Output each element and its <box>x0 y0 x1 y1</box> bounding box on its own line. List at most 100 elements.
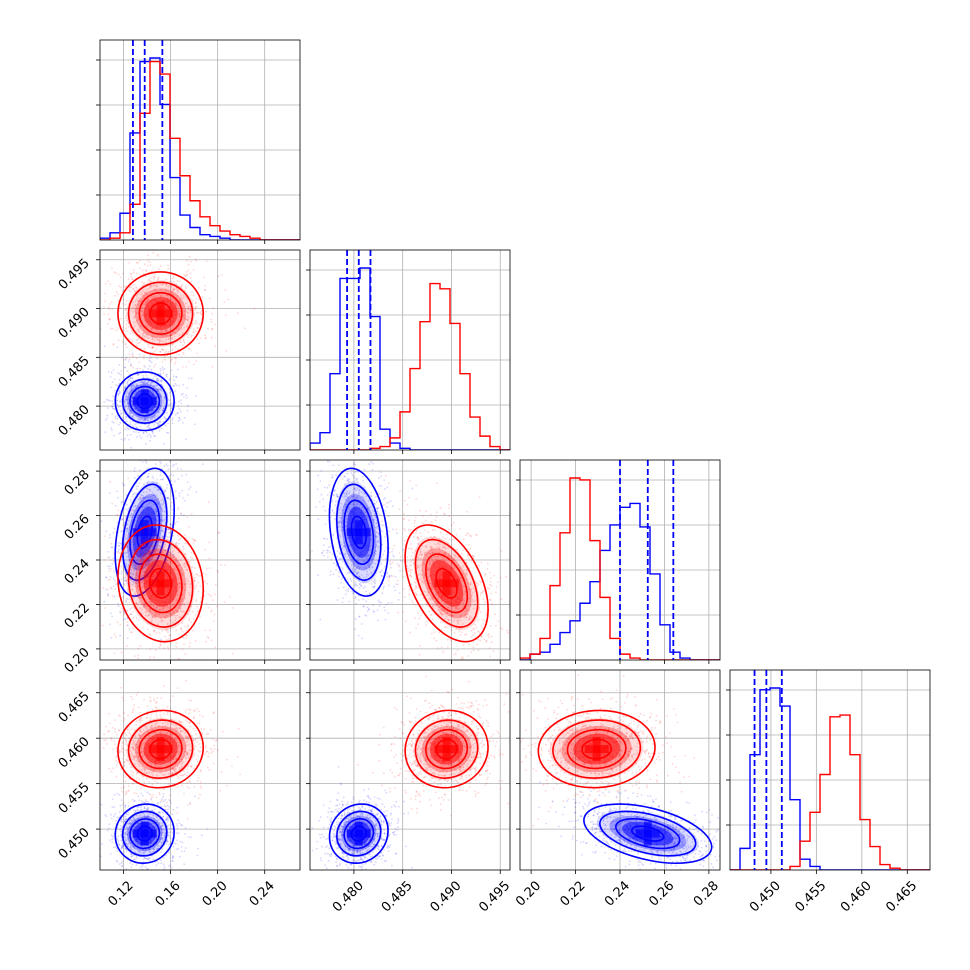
blue-point <box>329 551 332 554</box>
blue-point <box>124 552 127 555</box>
red-density-cell <box>164 309 173 318</box>
blue-point <box>411 487 414 490</box>
red-point <box>420 577 422 580</box>
blue-point <box>151 430 154 433</box>
red-point <box>161 551 164 553</box>
red-point <box>457 619 459 621</box>
red-point <box>213 593 216 596</box>
blue-point <box>160 492 162 495</box>
blue-point <box>117 541 120 544</box>
red-point <box>473 604 476 606</box>
blue-point <box>131 386 134 389</box>
red-point <box>187 307 190 309</box>
blue-point <box>326 494 329 496</box>
red-point <box>165 530 167 533</box>
blue-point <box>394 589 397 592</box>
blue-point <box>112 421 115 424</box>
blue-point <box>127 403 130 405</box>
red-point <box>140 293 142 296</box>
blue-point <box>395 576 397 578</box>
blue-point <box>361 506 363 509</box>
blue-point <box>120 570 123 573</box>
red-point <box>168 638 171 640</box>
blue-point <box>345 589 348 592</box>
blue-point <box>153 424 155 426</box>
red-point <box>138 292 140 295</box>
blue-point <box>153 482 156 484</box>
red-point <box>186 626 189 628</box>
red-point <box>459 528 461 530</box>
red-point <box>177 291 180 294</box>
blue-point <box>146 481 149 484</box>
red-point <box>78 553 80 555</box>
blue-point <box>151 481 154 484</box>
blue-point <box>162 535 164 538</box>
blue-point <box>135 386 138 389</box>
blue-point <box>347 480 350 483</box>
red-point <box>490 585 493 587</box>
red-point <box>186 583 188 585</box>
blue-point <box>166 536 169 539</box>
blue-point <box>328 484 330 486</box>
blue-point <box>137 446 139 448</box>
red-point <box>447 547 449 549</box>
blue-point <box>135 488 138 490</box>
blue-point <box>370 461 373 463</box>
blue-point <box>171 556 174 558</box>
red-point <box>141 561 144 563</box>
blue-point <box>131 584 134 586</box>
blue-point <box>318 501 321 503</box>
red-point <box>192 330 195 333</box>
blue-point <box>154 509 157 511</box>
red-point <box>451 614 454 617</box>
blue-point <box>171 418 174 421</box>
blue-point <box>357 565 360 567</box>
red-point <box>177 564 180 566</box>
red-point <box>182 297 184 299</box>
red-point <box>154 336 156 338</box>
red-point <box>179 602 182 605</box>
blue-point <box>158 501 161 504</box>
red-point <box>194 306 197 308</box>
blue-point <box>328 452 330 454</box>
red-point <box>118 552 121 554</box>
red-point <box>162 607 165 610</box>
red-point <box>165 558 168 561</box>
red-point <box>139 300 142 303</box>
red-point <box>137 596 140 598</box>
red-contour <box>127 538 194 628</box>
red-point <box>131 578 133 580</box>
blue-point <box>178 384 180 387</box>
red-point <box>195 600 198 603</box>
red-point <box>462 599 464 602</box>
blue-point <box>375 522 378 525</box>
red-point <box>444 537 447 540</box>
red-point <box>158 340 161 343</box>
red-point <box>112 560 115 562</box>
red-point <box>403 513 405 515</box>
blue-point <box>160 396 163 398</box>
red-point <box>453 617 456 620</box>
blue-point <box>182 545 185 548</box>
blue-point <box>128 559 131 561</box>
red-point <box>489 583 492 586</box>
blue-point <box>126 527 129 530</box>
blue-point <box>341 496 344 498</box>
red-point <box>178 602 181 604</box>
red-point <box>188 645 191 648</box>
red-point <box>177 329 180 332</box>
red-point <box>162 619 165 622</box>
blue-point <box>116 417 119 420</box>
blue-point <box>376 535 379 538</box>
blue-point <box>114 579 117 582</box>
blue-point <box>380 485 383 488</box>
blue-point <box>178 564 181 567</box>
blue-point <box>130 389 133 392</box>
red-point <box>153 614 155 617</box>
blue-point <box>122 582 125 585</box>
blue-point <box>149 382 152 385</box>
red-point <box>160 331 163 334</box>
blue-point <box>340 517 342 520</box>
panel-frame <box>309 249 511 451</box>
blue-point <box>338 508 341 511</box>
